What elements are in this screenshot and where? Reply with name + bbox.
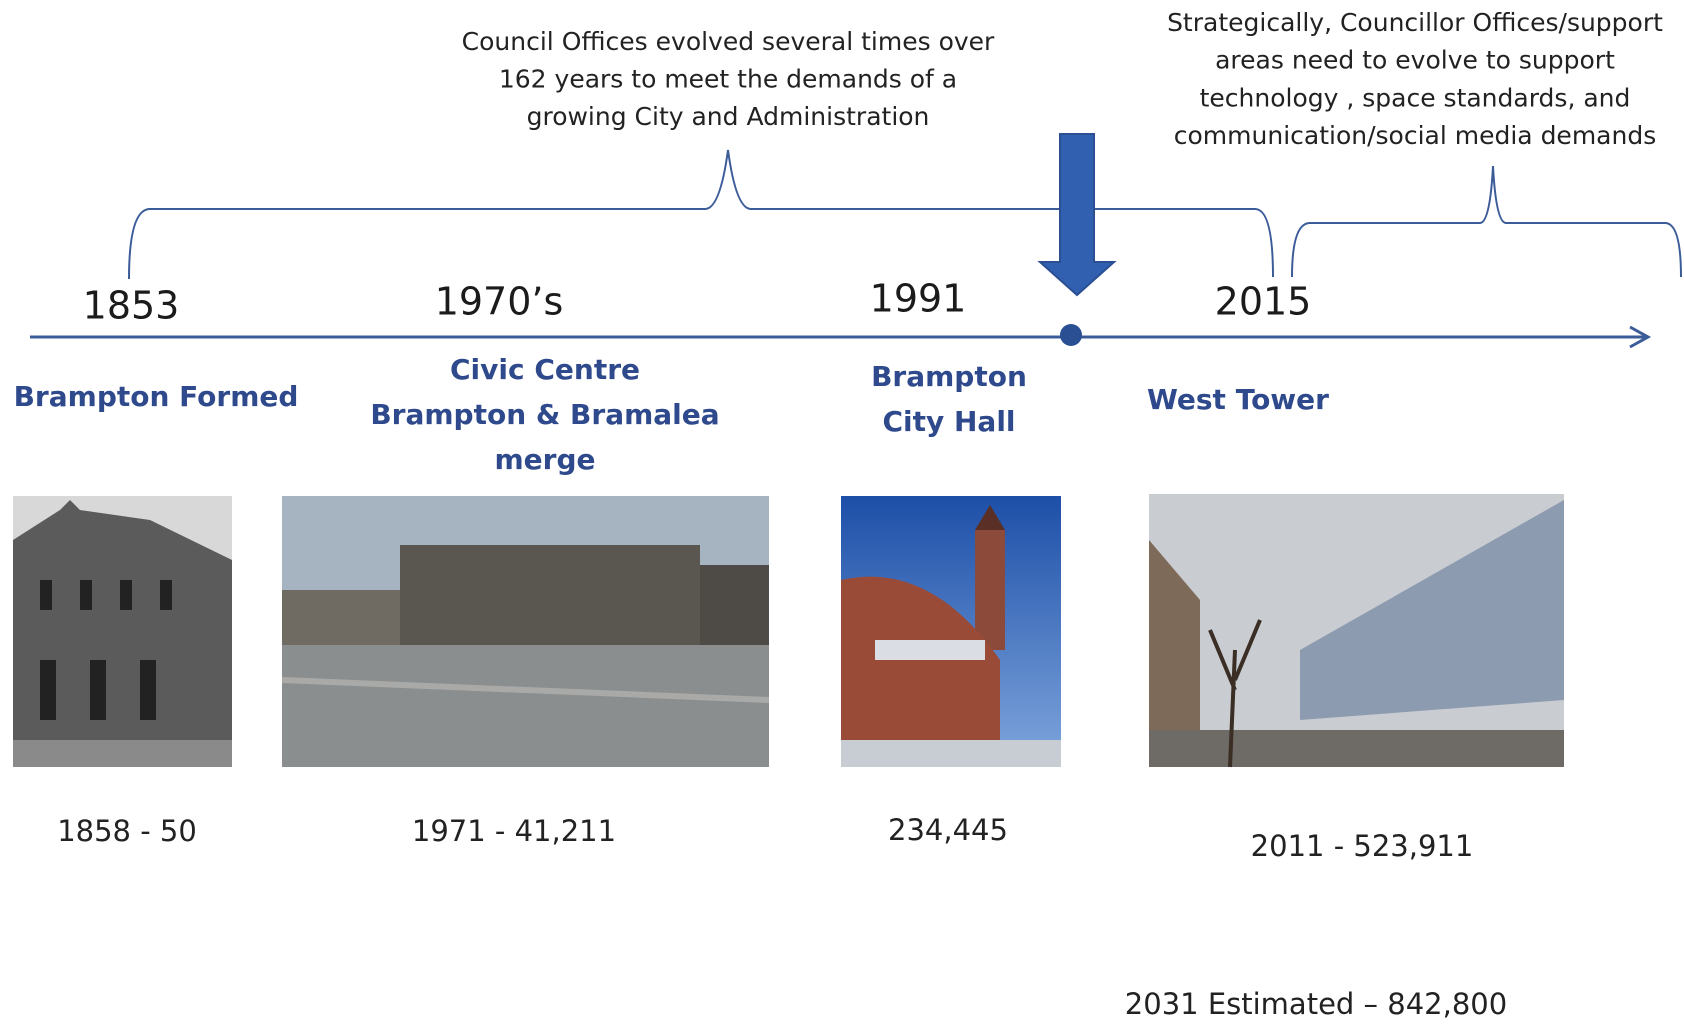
callout-text: Council Offices evolved several times ov…	[462, 27, 995, 56]
callout-text: technology , space standards, and	[1200, 83, 1631, 112]
callout-text: areas need to evolve to support	[1215, 46, 1615, 75]
event-label: merge	[494, 443, 595, 476]
photo-civic-centre	[282, 496, 769, 767]
event-label: Civic Centre	[450, 353, 640, 386]
brace	[1292, 166, 1681, 277]
photo-west-tower	[1149, 494, 1564, 767]
event-label: Brampton & Bramalea	[370, 398, 719, 431]
population: 1971 - 41,211	[412, 814, 616, 848]
year-label: 2015	[1215, 280, 1312, 324]
brace	[129, 150, 1273, 279]
year-label: 1991	[870, 277, 967, 321]
population: 1858 - 50	[57, 814, 197, 848]
event-label: West Tower	[1147, 383, 1329, 416]
current-point	[1060, 324, 1082, 346]
callout-text: growing City and Administration	[527, 102, 930, 131]
callout-text: 162 years to meet the demands of a	[499, 65, 957, 94]
photo-1853	[13, 496, 232, 767]
event-label: Brampton	[871, 360, 1027, 393]
estimate: 2031 Estimated – 842,800	[1125, 987, 1507, 1021]
photo-city-hall	[841, 496, 1061, 767]
event-label: City Hall	[882, 405, 1015, 438]
population: 2011 - 523,911	[1251, 829, 1474, 863]
year-label: 1970’s	[435, 280, 564, 324]
event-label: Brampton Formed	[14, 380, 299, 413]
timeline-slide: Council Offices evolved several times ov…	[0, 0, 1684, 1025]
population: 234,445	[888, 813, 1008, 847]
year-label: 1853	[83, 284, 180, 328]
current-marker	[1040, 134, 1114, 295]
callout-text: Strategically, Councillor Offices/suppor…	[1167, 8, 1663, 37]
callout-text: communication/social media demands	[1174, 121, 1656, 150]
